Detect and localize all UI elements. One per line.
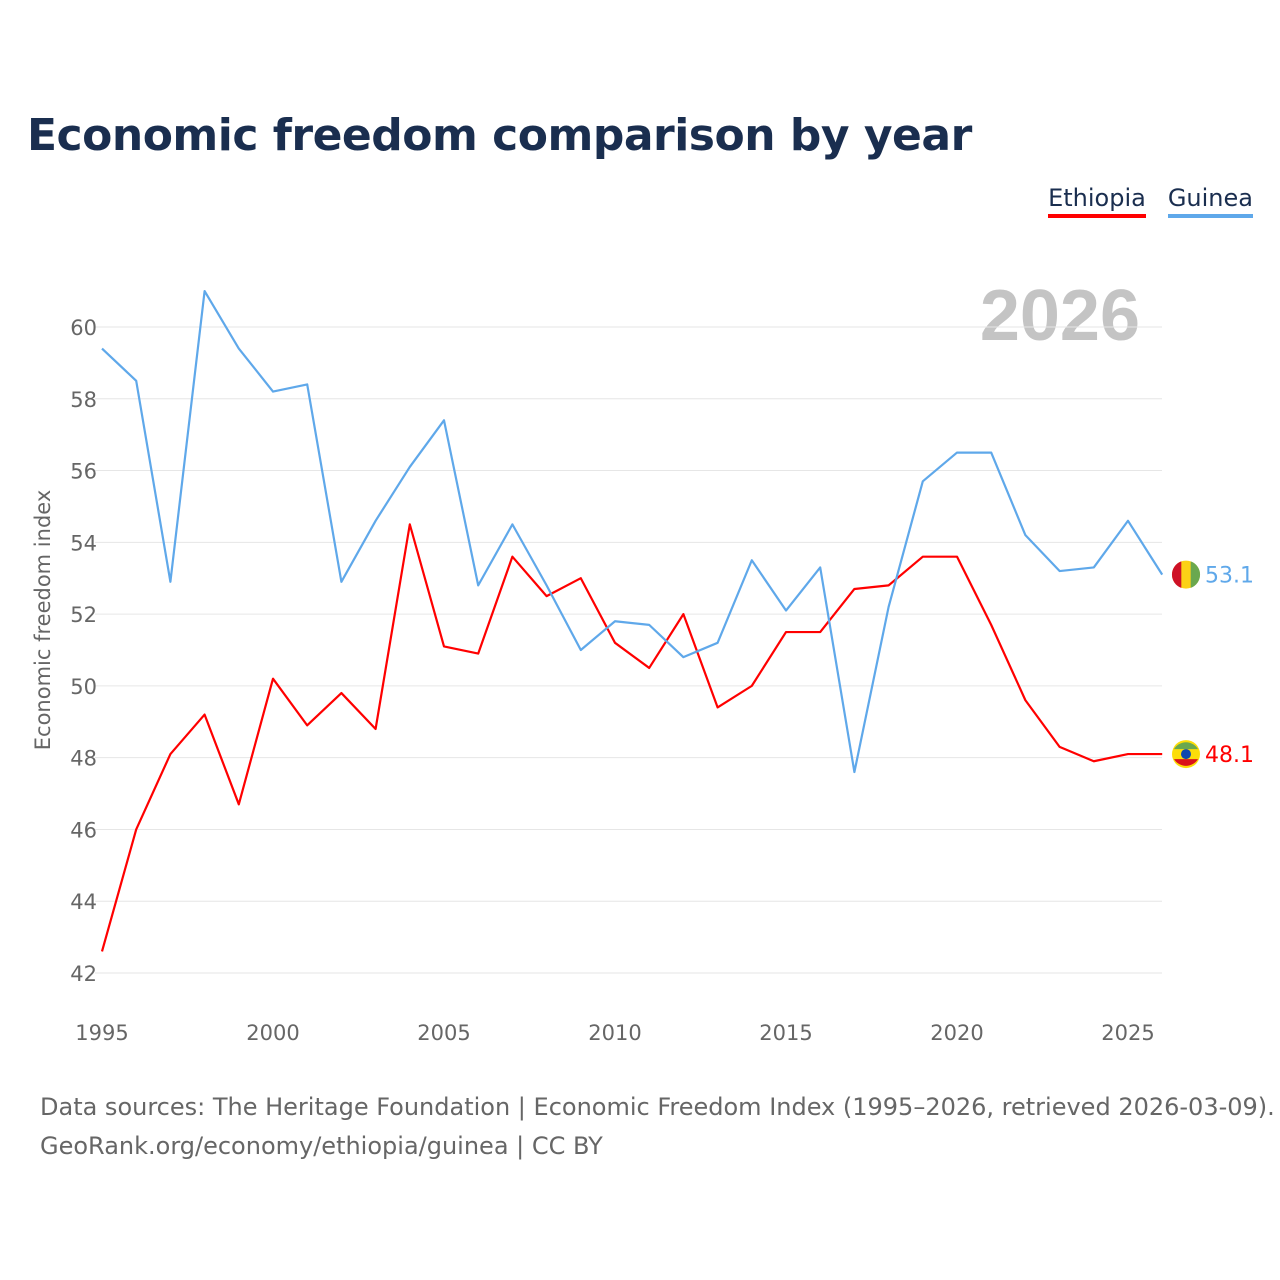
end-label-guinea: 53.1 bbox=[1205, 564, 1254, 589]
attribution-text: GeoRank.org/economy/ethiopia/guinea | CC… bbox=[40, 1132, 603, 1160]
y-tick-label: 48 bbox=[70, 747, 97, 771]
y-tick-label: 58 bbox=[70, 388, 97, 412]
series-line-guinea bbox=[101, 289, 1164, 774]
y-tick-label: 44 bbox=[70, 890, 97, 914]
flag-part bbox=[1171, 561, 1182, 588]
source-text: Data sources: The Heritage Foundation | … bbox=[40, 1093, 1275, 1121]
y-axis-label: Economic freedom index bbox=[31, 490, 55, 751]
x-tick-label: 1995 bbox=[75, 1021, 128, 1045]
x-tick-label: 2015 bbox=[759, 1021, 812, 1045]
y-tick-label: 52 bbox=[70, 603, 97, 627]
flag-part bbox=[1174, 759, 1198, 766]
y-tick-label: 46 bbox=[70, 818, 97, 842]
x-tick-label: 2005 bbox=[417, 1021, 470, 1045]
x-tick-label: 2025 bbox=[1101, 1021, 1154, 1045]
y-tick-label: 42 bbox=[70, 962, 97, 986]
y-tick-label: 56 bbox=[70, 460, 97, 484]
y-tick-label: 54 bbox=[70, 531, 97, 555]
y-tick-label: 60 bbox=[70, 316, 97, 340]
series-line-ethiopia bbox=[100, 523, 1163, 952]
x-tick-label: 2020 bbox=[930, 1021, 983, 1045]
flag-part bbox=[1174, 742, 1198, 750]
legend: Ethiopia Guinea bbox=[1048, 184, 1253, 218]
flag-emblem bbox=[1181, 749, 1191, 760]
chart-title: Economic freedom comparison by year bbox=[27, 110, 972, 161]
footer: Data sources: The Heritage Foundation | … bbox=[40, 1088, 1275, 1166]
legend-guinea[interactable]: Guinea bbox=[1167, 184, 1253, 218]
flag-part bbox=[1190, 561, 1201, 588]
y-tick-label: 50 bbox=[70, 675, 97, 699]
end-label-ethiopia: 48.1 bbox=[1205, 743, 1254, 768]
x-tick-label: 2010 bbox=[588, 1021, 641, 1045]
x-tick-label: 2000 bbox=[246, 1021, 299, 1045]
legend-ethiopia[interactable]: Ethiopia bbox=[1048, 184, 1146, 218]
year-watermark: 2026 bbox=[980, 276, 1140, 356]
